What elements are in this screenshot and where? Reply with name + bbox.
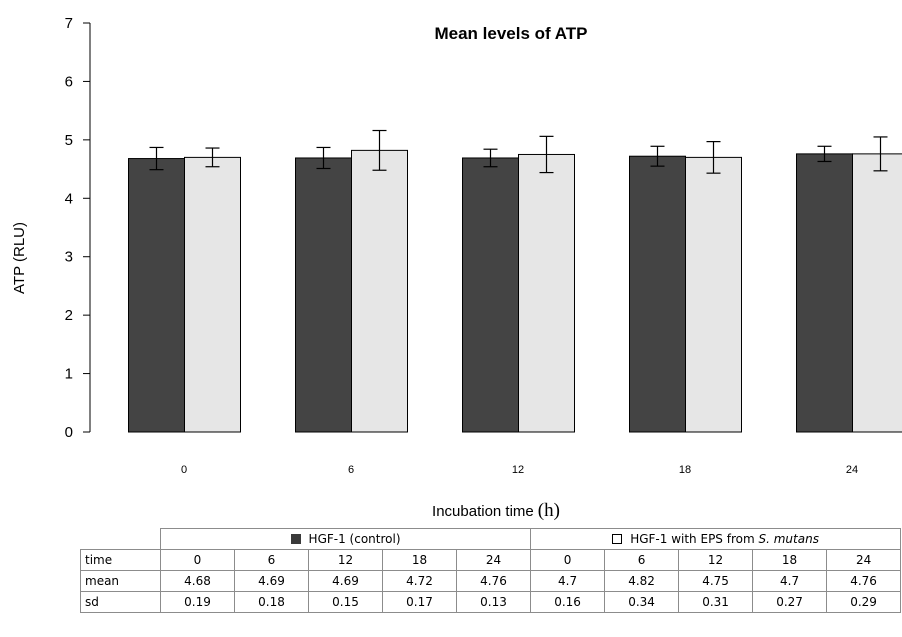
- cell-time: 6: [604, 549, 680, 571]
- bar: [184, 156, 241, 433]
- cell-sd: 0.18: [234, 591, 309, 613]
- y-axis-label: ATP (RLU): [11, 222, 28, 294]
- cell-sd: 0.27: [752, 591, 828, 613]
- legend-control: HGF-1 (control): [159, 528, 532, 550]
- x-tick-label: 6: [348, 464, 354, 476]
- cell-sd: 0.17: [382, 591, 457, 613]
- row-label-time: time: [80, 549, 161, 571]
- bar: [295, 157, 352, 433]
- bar: [796, 153, 853, 433]
- y-tick-label: 1: [65, 366, 73, 383]
- cell-mean: 4.75: [678, 570, 754, 592]
- x-tick-label: 18: [679, 464, 691, 476]
- cell-time: 24: [826, 549, 902, 571]
- cell-sd: 0.19: [160, 591, 235, 613]
- bar: [462, 157, 519, 433]
- x-axis-label: Incubation time (h): [432, 500, 560, 521]
- summary-table: HGF-1 (control) HGF-1 with EPS from S. m…: [80, 528, 902, 613]
- bar: [518, 153, 575, 433]
- x-tick-label: 24: [846, 464, 858, 476]
- legend-eps-species: S. mutans: [758, 532, 819, 546]
- y-tick-label: 6: [65, 73, 73, 90]
- cell-mean: 4.76: [826, 570, 902, 592]
- cell-sd: 0.31: [678, 591, 754, 613]
- cell-sd: 0.15: [308, 591, 383, 613]
- x-axis-label-wrap: Incubation time (h): [0, 500, 902, 522]
- bar: [351, 149, 408, 433]
- table-row-sd: sd 0.19 0.18 0.15 0.17 0.13 0.16 0.34 0.…: [80, 591, 902, 613]
- cell-time: 6: [234, 549, 309, 571]
- bar: [685, 156, 742, 433]
- cell-time: 18: [752, 549, 828, 571]
- bar: [629, 155, 686, 433]
- legend-light-square-icon: [612, 533, 623, 544]
- cell-mean: 4.76: [455, 570, 532, 592]
- cell-sd: 0.34: [604, 591, 680, 613]
- table-row-mean: mean 4.68 4.69 4.69 4.72 4.76 4.7 4.82 4…: [80, 570, 902, 592]
- y-tick-label: 3: [65, 249, 73, 266]
- table-row-time: time 0 6 12 18 24 0 6 12 18 24: [80, 549, 902, 571]
- cell-sd: 0.13: [455, 591, 532, 613]
- x-tick-label: 12: [512, 464, 524, 476]
- legend-eps-label: HGF-1 with EPS from: [630, 532, 759, 546]
- cell-sd: 0.16: [530, 591, 606, 613]
- y-tick-label: 7: [65, 15, 73, 32]
- bar: [852, 153, 902, 433]
- cell-time: 0: [530, 549, 606, 571]
- x-tick-label: 0: [181, 464, 187, 476]
- cell-mean: 4.7: [530, 570, 606, 592]
- cell-time: 0: [160, 549, 235, 571]
- cell-time: 24: [455, 549, 532, 571]
- cell-mean: 4.68: [160, 570, 235, 592]
- cell-mean: 4.69: [308, 570, 383, 592]
- table-corner-cell: [80, 528, 161, 550]
- row-label-mean: mean: [80, 570, 161, 592]
- chart-title: Mean levels of ATP: [434, 24, 587, 43]
- cell-time: 12: [308, 549, 383, 571]
- y-tick-label: 2: [65, 307, 73, 324]
- cell-mean: 4.72: [382, 570, 457, 592]
- legend-dark-square-icon: [290, 533, 301, 544]
- legend-eps: HGF-1 with EPS from S. mutans: [530, 528, 902, 550]
- cell-mean: 4.69: [234, 570, 309, 592]
- x-axis-unit: (h): [537, 500, 560, 521]
- row-label-sd: sd: [80, 591, 161, 613]
- cell-sd: 0.29: [826, 591, 902, 613]
- y-tick-label: 4: [65, 190, 73, 207]
- y-tick-label: 0: [65, 424, 73, 441]
- legend-control-label: HGF-1 (control): [308, 532, 401, 546]
- table-legend-row: HGF-1 (control) HGF-1 with EPS from S. m…: [80, 528, 902, 550]
- y-tick-label: 5: [65, 132, 73, 149]
- cell-time: 12: [678, 549, 754, 571]
- cell-mean: 4.7: [752, 570, 828, 592]
- bar: [128, 158, 185, 433]
- x-axis-label-text: Incubation time: [432, 503, 534, 520]
- cell-mean: 4.82: [604, 570, 680, 592]
- cell-time: 18: [382, 549, 457, 571]
